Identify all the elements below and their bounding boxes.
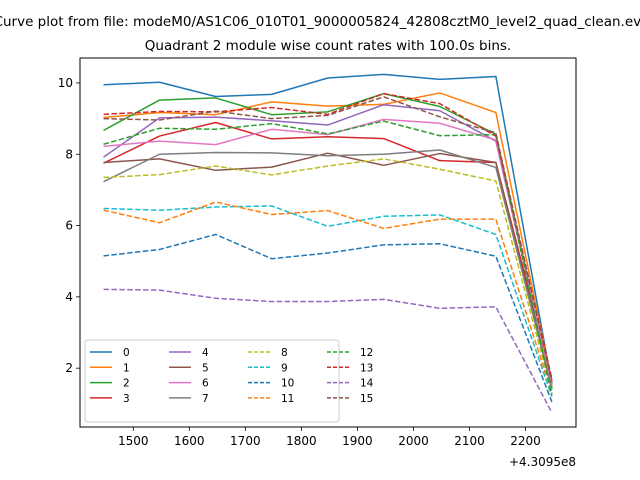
series-line-9 (103, 205, 553, 397)
series-line-13 (103, 92, 553, 380)
x-tick-label-1500: 1500 (118, 434, 149, 448)
legend-label-6: 6 (202, 378, 209, 390)
x-tick-label-1800: 1800 (286, 434, 317, 448)
legend-label-0: 0 (123, 347, 130, 359)
x-tick-label-2000: 2000 (398, 434, 429, 448)
series-line-14 (103, 288, 553, 414)
series-line-8 (103, 158, 553, 394)
x-axis-offset-label: +4.3095e8 (509, 455, 576, 469)
legend-label-11: 11 (281, 393, 294, 405)
figure-suptitle: Curve plot from file: modeM0/AS1C06_010T… (0, 14, 640, 30)
series-line-0 (103, 73, 553, 385)
series-line-5 (103, 152, 553, 390)
legend-label-4: 4 (202, 347, 209, 359)
x-tick-label-1600: 1600 (174, 434, 205, 448)
chart-title: Quadrant 2 module wise count rates with … (145, 38, 511, 54)
x-axis: 1500 1600 1700 1800 1900 2000 2100 2200 (118, 427, 541, 448)
y-tick-label-6: 6 (65, 219, 73, 233)
legend-label-2: 2 (123, 378, 130, 390)
legend-label-15: 15 (360, 393, 373, 405)
x-tick-label-1900: 1900 (342, 434, 373, 448)
x-tick-label-1700: 1700 (230, 434, 261, 448)
legend-label-7: 7 (202, 393, 209, 405)
y-axis: 2 4 6 8 10 (58, 76, 80, 375)
legend-label-5: 5 (202, 362, 209, 374)
legend-label-1: 1 (123, 362, 130, 374)
legend-label-12: 12 (360, 347, 373, 359)
x-tick-label-2200: 2200 (510, 434, 541, 448)
series-line-1 (103, 92, 553, 383)
y-tick-label-10: 10 (58, 76, 73, 90)
series-line-15 (103, 96, 553, 383)
x-tick-label-2100: 2100 (454, 434, 485, 448)
legend-label-14: 14 (360, 378, 374, 390)
legend-label-8: 8 (281, 347, 288, 359)
series-line-11 (103, 201, 553, 394)
series-line-7 (103, 149, 553, 390)
series-line-10 (103, 233, 553, 403)
plot-frame (79, 57, 577, 428)
y-tick-label-4: 4 (65, 290, 73, 304)
legend-label-9: 9 (281, 362, 288, 374)
y-tick-label-2: 2 (65, 361, 73, 375)
legend-label-13: 13 (360, 362, 373, 374)
series-line-12 (103, 120, 553, 396)
y-tick-label-8: 8 (65, 147, 73, 161)
legend-box (84, 339, 340, 423)
legend-label-10: 10 (281, 378, 294, 390)
legend-label-3: 3 (123, 393, 130, 405)
series-layer (103, 73, 553, 414)
